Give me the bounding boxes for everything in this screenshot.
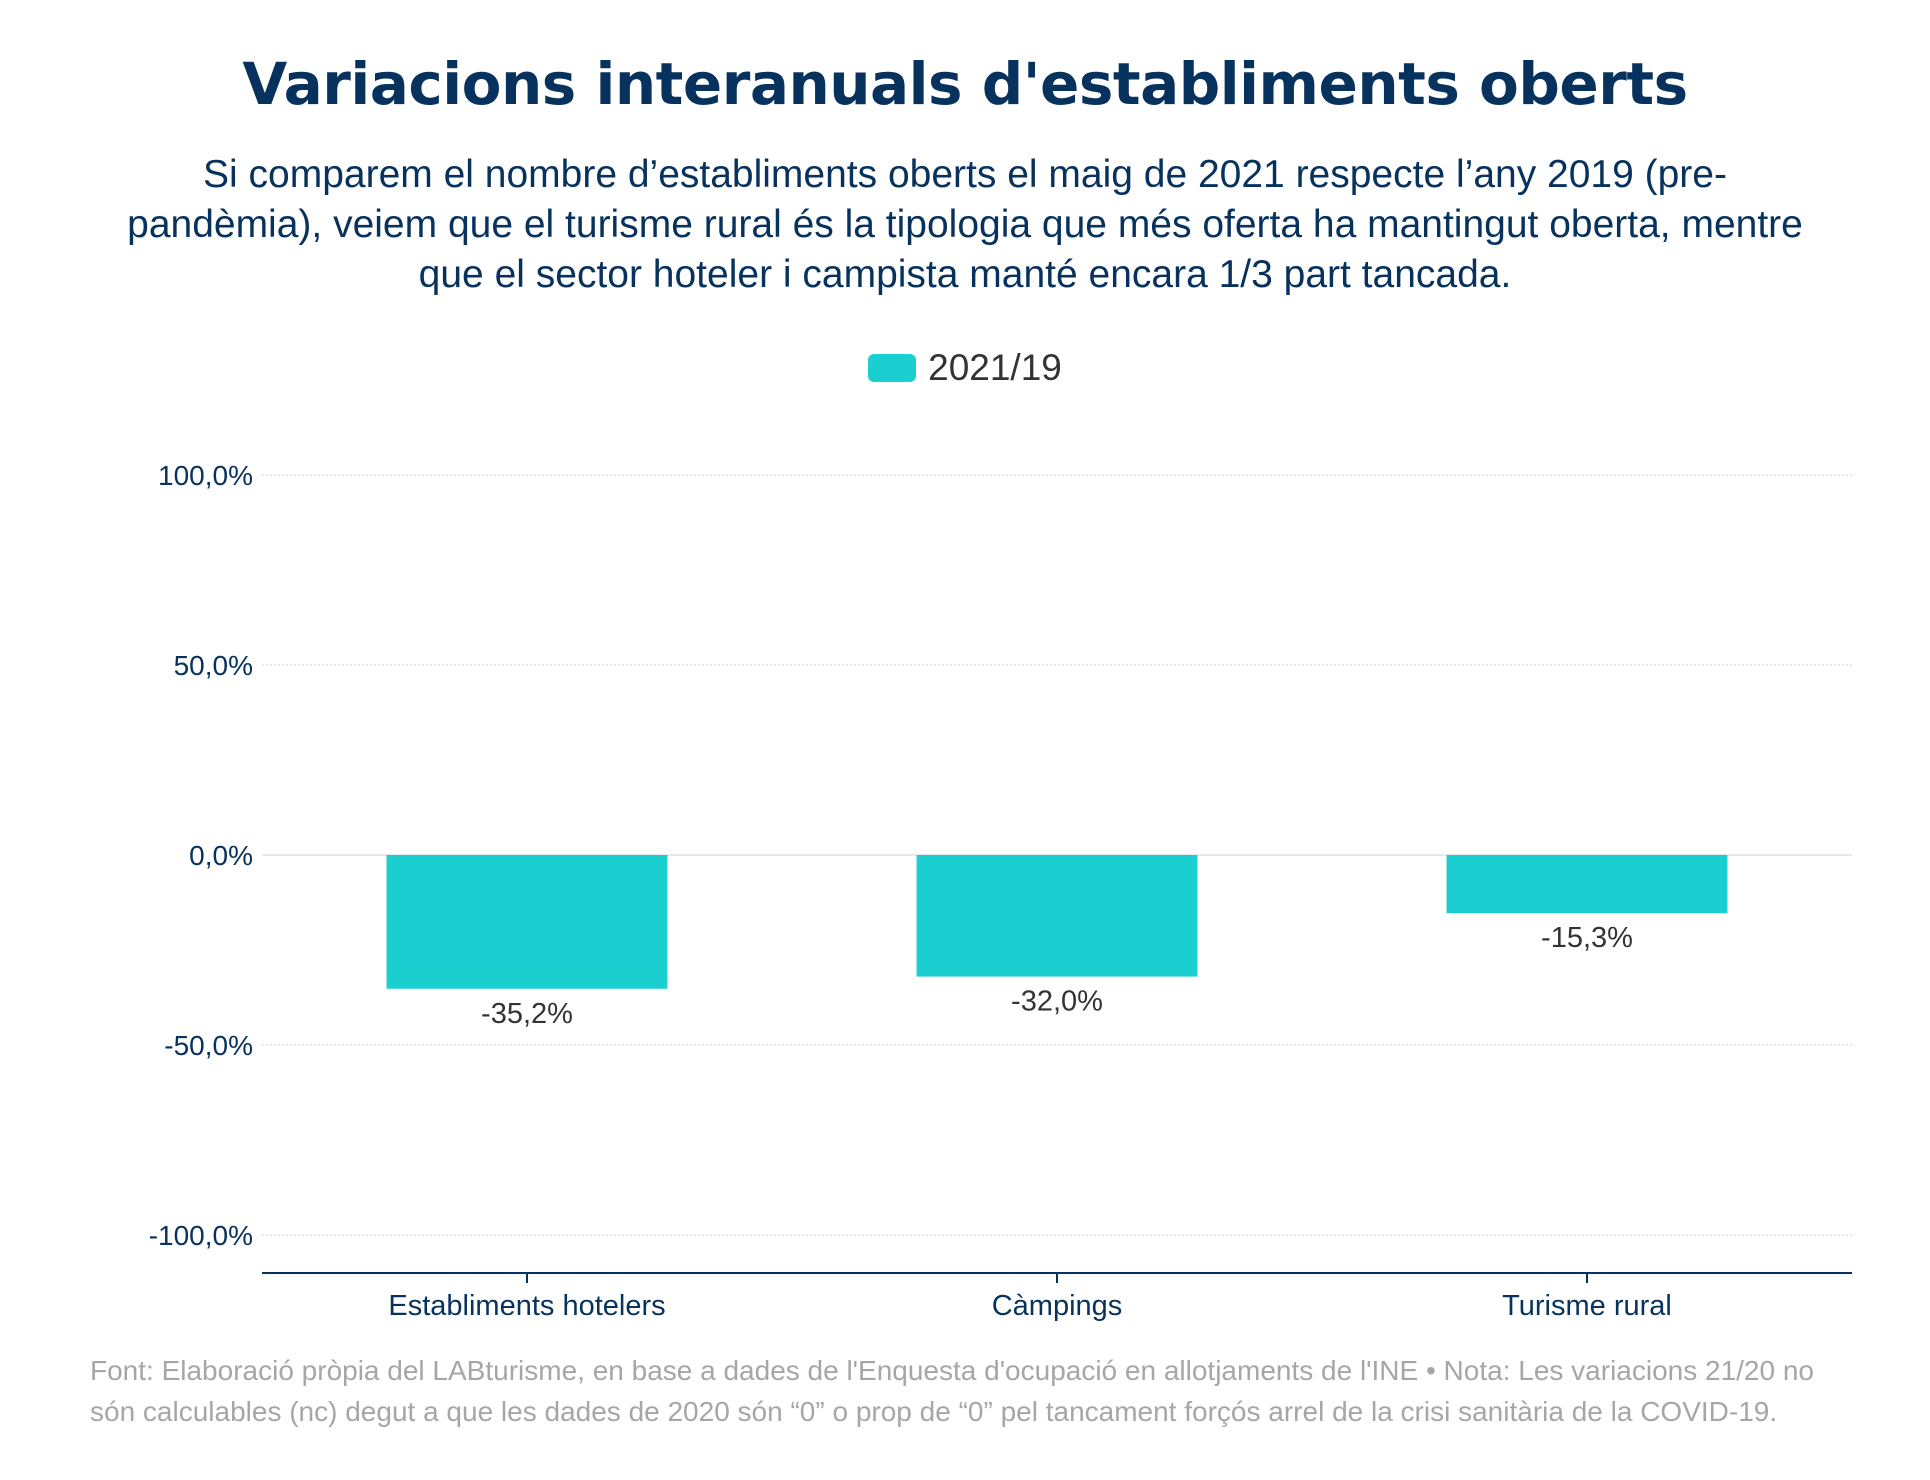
y-tick-label: 0,0% — [189, 840, 253, 871]
y-tick-label: -100,0% — [149, 1220, 253, 1251]
bar — [386, 855, 668, 989]
footnote: Font: Elaboració pròpia del LABturisme, … — [90, 1355, 1814, 1427]
x-tick-label: Establiments hotelers — [388, 1290, 665, 1322]
data-label: -35,2% — [481, 998, 573, 1030]
y-tick-label: 50,0% — [174, 650, 253, 681]
legend: 2021/19 — [0, 347, 1930, 389]
bar — [916, 855, 1198, 977]
x-tick-label: Càmpings — [992, 1290, 1123, 1322]
y-tick-label: -50,0% — [164, 1030, 253, 1061]
chart-title: Variacions interanuals d'establiments ob… — [242, 50, 1688, 118]
data-label: -32,0% — [1011, 986, 1103, 1018]
y-tick-label: 100,0% — [158, 460, 253, 491]
legend-swatch — [868, 354, 917, 382]
data-label: -15,3% — [1541, 922, 1633, 954]
bar-chart: 100,0% 50,0% 0,0% -50,0% -100,0% -35,2% Establ… — [149, 460, 1852, 1322]
bar — [1446, 855, 1728, 914]
legend-label: 2021/19 — [928, 347, 1062, 388]
chart-subtitle: Si comparem el nombre d’establiments obe… — [127, 153, 1803, 296]
x-tick-label: Turisme rural — [1502, 1290, 1672, 1322]
